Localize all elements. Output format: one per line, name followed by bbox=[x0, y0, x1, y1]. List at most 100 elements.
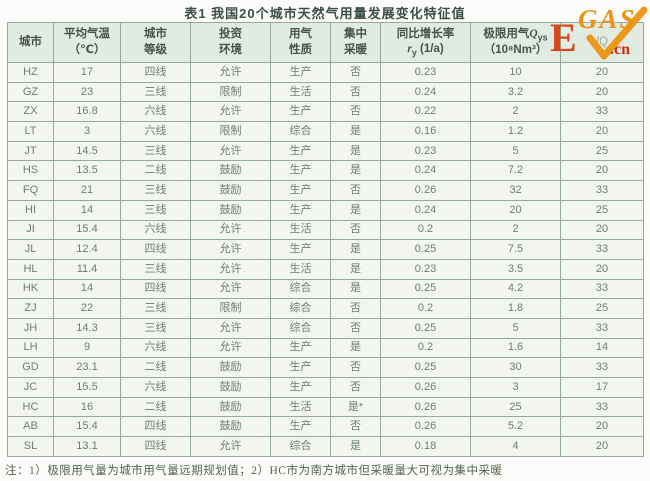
city-code-cell: GD bbox=[7, 357, 54, 378]
table-cell: 33 bbox=[560, 317, 644, 339]
table-cell: 0.25 bbox=[380, 357, 471, 378]
table-cell: 20 bbox=[560, 160, 644, 182]
city-code-cell: JH bbox=[7, 317, 54, 339]
table-cell: 33 bbox=[560, 101, 644, 123]
city-code-cell: HS bbox=[7, 160, 54, 182]
table-cell: 鼓励 bbox=[190, 377, 271, 398]
limit-symbol: Q bbox=[529, 27, 538, 40]
table-cell: 三线 bbox=[120, 81, 191, 103]
table-cell: 允许 bbox=[190, 258, 271, 280]
table-row: GZ 23 三线 限制 生活否 0.24 3.2 20 bbox=[7, 81, 644, 103]
table-cell: 25 bbox=[560, 298, 644, 319]
table-cell: 14.3 bbox=[53, 317, 121, 339]
table-title: 表1 我国20个城市天然气用量发展变化特征值 bbox=[184, 6, 466, 21]
table-row: HL 11.4 三线 允许 生活是 0.23 3.5 20 bbox=[7, 258, 644, 280]
table-cell: 生产 bbox=[270, 377, 331, 398]
table-cell: 六线 bbox=[120, 337, 191, 359]
table-cell: 允许 bbox=[190, 219, 271, 241]
table-cell: 0.18 bbox=[380, 436, 471, 457]
table-cell: 20 bbox=[560, 62, 644, 83]
table-cell: 33 bbox=[560, 357, 644, 378]
table-cell: 否 bbox=[330, 298, 381, 319]
table-row: HS 13.5 二线 鼓励 生产是 0.24 7.2 20 bbox=[7, 160, 644, 182]
table-cell: 六线 bbox=[120, 377, 191, 398]
table-cell: 3.2 bbox=[470, 81, 561, 103]
table-cell: 0.23 bbox=[380, 258, 471, 280]
city-code-cell: LH bbox=[7, 337, 54, 359]
table-cell: 否 bbox=[330, 62, 381, 83]
table-cell: 生产 bbox=[270, 140, 331, 162]
city-code-cell: JC bbox=[7, 377, 54, 398]
table-cell: 0.2 bbox=[380, 219, 471, 241]
table-cell: 0.22 bbox=[380, 101, 471, 123]
table-cell: 30 bbox=[470, 357, 561, 378]
table-cell: 25 bbox=[560, 199, 644, 221]
table-cell: 三线 bbox=[120, 140, 191, 162]
table-cell: 22 bbox=[53, 298, 121, 319]
table-cell: 生活 bbox=[270, 81, 331, 103]
table-cell: 7.5 bbox=[470, 239, 561, 260]
table-cell: 生产 bbox=[270, 337, 331, 359]
table-cell: 三线 bbox=[120, 258, 191, 280]
col-header-central-heating: 集中 采暖 bbox=[330, 22, 381, 63]
table-cell: 0.23 bbox=[380, 140, 471, 162]
city-code-cell: HI bbox=[7, 199, 54, 221]
table-cell: 允许 bbox=[190, 337, 271, 359]
table-cell: 11.4 bbox=[53, 258, 121, 280]
table-cell: 0.25 bbox=[380, 317, 471, 339]
table-cell: 0.26 bbox=[380, 396, 471, 418]
table-cell: 5 bbox=[470, 317, 561, 339]
table-row: JT 14.5 三线 允许 生产是 0.23 5 25 bbox=[7, 140, 644, 162]
table-cell: 是 bbox=[330, 199, 381, 221]
table-cell: 23.1 bbox=[53, 357, 121, 378]
city-code-cell: JI bbox=[7, 219, 54, 241]
table-cell: 生活 bbox=[270, 219, 331, 241]
table-cell: 0.25 bbox=[380, 239, 471, 260]
table-cell: 允许 bbox=[190, 140, 271, 162]
table-cell: 六线 bbox=[120, 101, 191, 123]
table-row: HC 16 二线 鼓励 生活 是* 0.26 25 33 bbox=[7, 396, 644, 418]
table-cell: 否 bbox=[330, 180, 381, 201]
city-code-cell: FQ bbox=[7, 180, 54, 201]
table-cell: 综合 bbox=[270, 278, 331, 300]
city-code-cell: HC bbox=[7, 396, 54, 418]
city-code-cell: HK bbox=[7, 278, 54, 300]
table-cell: 允许 bbox=[190, 278, 271, 300]
col-header-city: 城市 bbox=[7, 22, 54, 63]
table-cell: 六线 bbox=[120, 219, 191, 241]
rate-symbol: r bbox=[407, 43, 412, 56]
table-cell: 2 bbox=[470, 219, 561, 241]
table-cell: 综合 bbox=[270, 317, 331, 339]
table-row: JL 12.4 四线 允许 生产是 0.25 7.5 33 bbox=[7, 239, 644, 260]
table-cell: 15.4 bbox=[53, 416, 121, 438]
table-cell: 20 bbox=[560, 416, 644, 438]
table-row: FQ 21 三线 鼓励 生产否 0.26 32 33 bbox=[7, 180, 644, 201]
city-code-cell: ZJ bbox=[7, 298, 54, 319]
table-cell: 4.2 bbox=[470, 278, 561, 300]
table-cell: 20 bbox=[560, 258, 644, 280]
table-cell: 是 bbox=[330, 239, 381, 260]
table-cell: 三线 bbox=[120, 298, 191, 319]
table-cell: 是 bbox=[330, 337, 381, 359]
table-cell: 20 bbox=[560, 219, 644, 241]
table-cell: 三线 bbox=[120, 199, 191, 221]
table-cell: 12.4 bbox=[53, 239, 121, 260]
table-cell: 15.4 bbox=[53, 219, 121, 241]
header-row: 城市 平均气温 （℃） 城市 等级 投资 环境 用气 性质 集中 采暖 bbox=[7, 22, 644, 63]
table-row: HK 14 四线 允许 综合是 0.25 4.2 33 bbox=[7, 278, 644, 300]
table-cell: 3 bbox=[470, 377, 561, 398]
table-cell: 是 bbox=[330, 258, 381, 280]
table-cell: 15.5 bbox=[53, 377, 121, 398]
city-code-cell: HL bbox=[7, 258, 54, 280]
table-cell: 是 bbox=[330, 436, 381, 457]
table-cell: 三线 bbox=[120, 180, 191, 201]
table-row: ZJ 22 三线 限制 综合否 0.2 1.8 25 bbox=[7, 298, 644, 319]
table-cell: 1.6 bbox=[470, 337, 561, 359]
table-cell: 生产 bbox=[270, 357, 331, 378]
table-cell: 生活 bbox=[270, 396, 331, 418]
table-cell: 9 bbox=[53, 337, 121, 359]
table-cell: 33 bbox=[560, 180, 644, 201]
table-cell: 否 bbox=[330, 317, 381, 339]
table-cell: 生产 bbox=[270, 199, 331, 221]
table-cell: 二线 bbox=[120, 357, 191, 378]
